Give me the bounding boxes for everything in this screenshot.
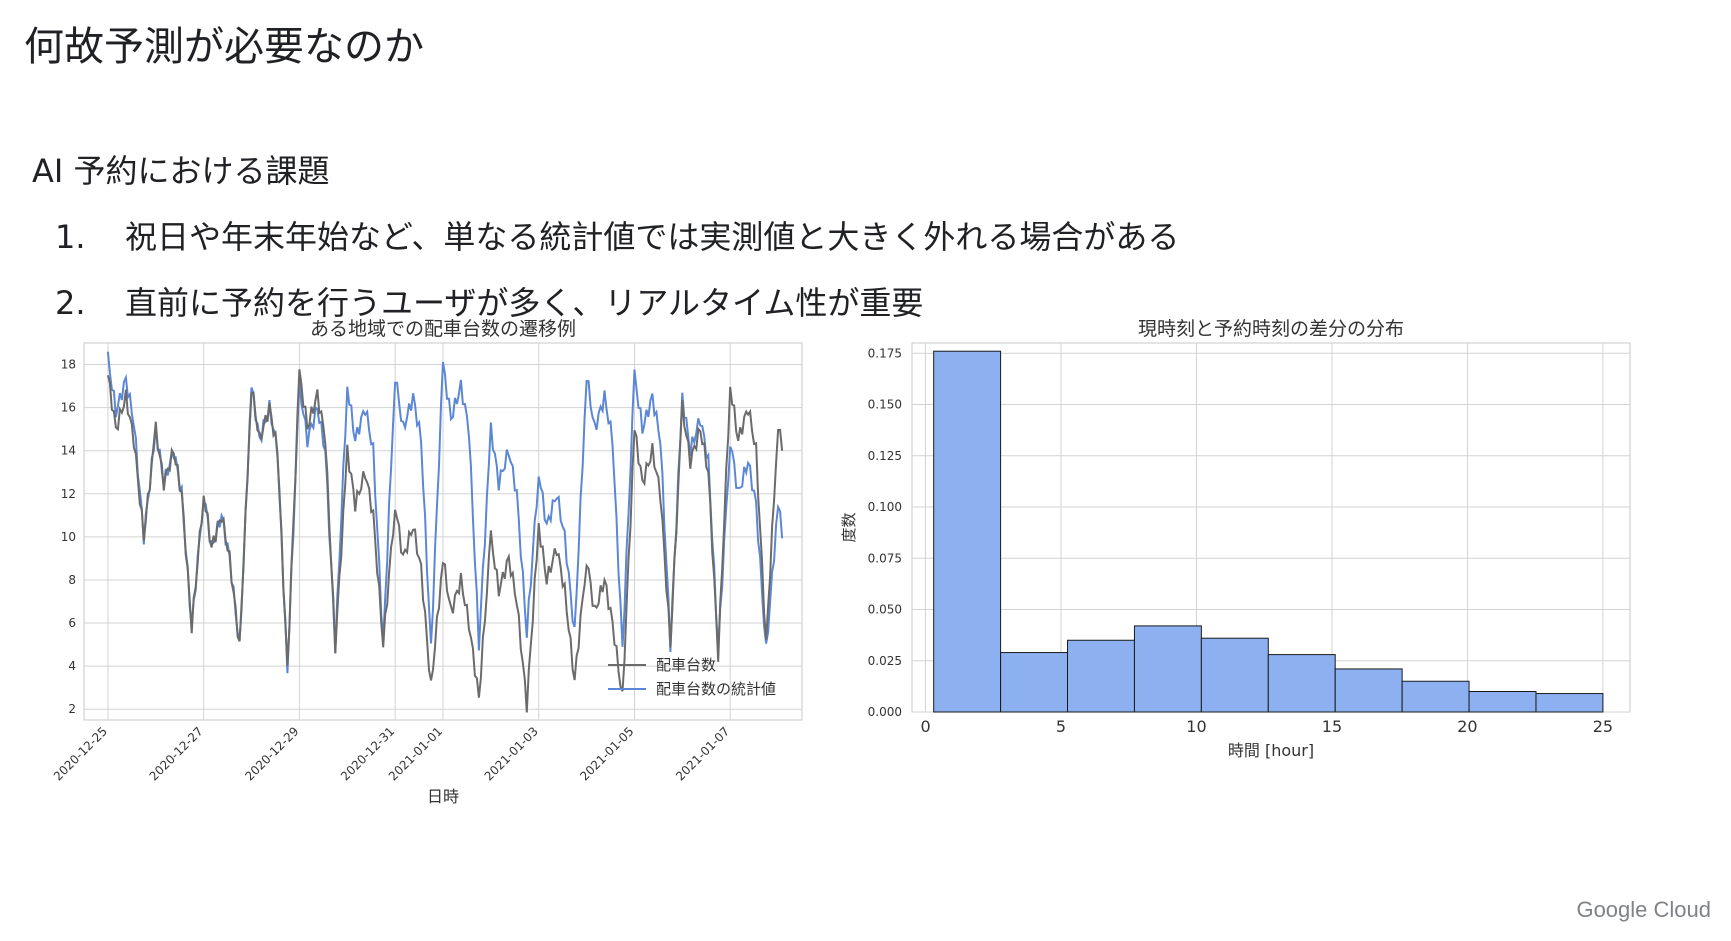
histogram-chart-svg: 現時刻と予約時刻の差分の分布 0.000 0.025 0.050 0.075 0.100 0… bbox=[840, 318, 1631, 760]
x-tick-label: 25 bbox=[1593, 717, 1613, 736]
line-chart: ある地域での配車台数の遷移例 2 4 6 8 10 12 14 16 18 2020-12-25 20… bbox=[0, 315, 820, 875]
y-tick-label: 18 bbox=[61, 358, 76, 372]
legend-label: 配車台数 bbox=[656, 656, 716, 674]
y-tick-label: 0.100 bbox=[868, 500, 902, 514]
google-cloud-logo: Google Cloud bbox=[1576, 897, 1711, 922]
list-item-number: 1. bbox=[55, 218, 86, 256]
histogram-bar bbox=[933, 350, 1002, 713]
x-tick-label: 10 bbox=[1186, 717, 1206, 736]
y-tick-label: 8 bbox=[68, 573, 76, 587]
histogram-bar bbox=[1200, 637, 1269, 713]
list-item-number: 2. bbox=[55, 284, 86, 322]
list-item: 1. 祝日や年末年始など、単なる統計値では実測値と大きく外れる場合がある bbox=[55, 212, 1179, 258]
x-tick-label: 2021-01-05 bbox=[577, 724, 636, 783]
x-axis-label: 日時 bbox=[427, 787, 459, 806]
y-tick-label: 0.150 bbox=[868, 398, 902, 412]
histogram-bar bbox=[1000, 652, 1069, 713]
histogram-bar bbox=[1535, 693, 1604, 713]
histogram-bar bbox=[1334, 668, 1403, 713]
y-axis-label: 度数 bbox=[840, 512, 858, 542]
x-tick-label: 2020-12-27 bbox=[147, 724, 206, 783]
y-tick-label: 6 bbox=[68, 616, 76, 630]
histogram-bar bbox=[1133, 625, 1202, 713]
y-tick-label: 0.125 bbox=[868, 449, 902, 463]
y-tick-label: 4 bbox=[68, 659, 76, 673]
y-tick-label: 0.175 bbox=[868, 346, 902, 360]
slide-subtitle: AI 予約における課題 bbox=[32, 152, 330, 190]
histogram-bar bbox=[1468, 691, 1537, 713]
line-chart-svg: ある地域での配車台数の遷移例 2 4 6 8 10 12 14 16 18 2020-12-25 20… bbox=[51, 318, 803, 806]
x-tick-label: 0 bbox=[920, 717, 930, 736]
list-item: 2. 直前に予約を行うユーザが多く、リアルタイム性が重要 bbox=[55, 278, 923, 324]
x-tick-label: 2021-01-03 bbox=[482, 724, 541, 783]
x-tick-label: 2020-12-25 bbox=[51, 724, 110, 783]
y-tick-label: 0.050 bbox=[868, 603, 902, 617]
x-tick-label: 15 bbox=[1322, 717, 1342, 736]
y-tick-label: 0.000 bbox=[868, 705, 902, 719]
y-tick-label: 0.075 bbox=[868, 551, 902, 565]
y-tick-label: 16 bbox=[61, 401, 76, 415]
x-tick-label: 2020-12-29 bbox=[242, 724, 301, 783]
y-tick-label: 12 bbox=[61, 487, 76, 501]
histogram-bar bbox=[1067, 639, 1135, 713]
x-tick-label: 20 bbox=[1457, 717, 1477, 736]
y-tick-label: 0.025 bbox=[868, 654, 902, 668]
series-line bbox=[106, 369, 784, 713]
list-item-text: 祝日や年末年始など、単なる統計値では実測値と大きく外れる場合がある bbox=[125, 218, 1180, 256]
x-axis-label: 時間 [hour] bbox=[1228, 741, 1314, 760]
y-tick-label: 10 bbox=[61, 530, 76, 544]
legend-label: 配車台数の統計値 bbox=[656, 680, 776, 698]
x-tick-label: 5 bbox=[1056, 717, 1066, 736]
y-tick-label: 2 bbox=[68, 702, 76, 716]
histogram-bar bbox=[1267, 654, 1336, 713]
histogram-bar bbox=[1401, 680, 1470, 713]
histogram-chart: 現時刻と予約時刻の差分の分布 0.000 0.025 0.050 0.075 0.100 0… bbox=[830, 315, 1650, 835]
list-item-text: 直前に予約を行うユーザが多く、リアルタイム性が重要 bbox=[125, 284, 924, 322]
slide-title: 何故予測が必要なのか bbox=[24, 24, 424, 70]
chart-title: 現時刻と予約時刻の差分の分布 bbox=[1138, 318, 1404, 340]
chart-title: ある地域での配車台数の遷移例 bbox=[310, 318, 576, 340]
x-tick-label: 2021-01-07 bbox=[673, 724, 732, 783]
y-tick-label: 14 bbox=[61, 444, 76, 458]
